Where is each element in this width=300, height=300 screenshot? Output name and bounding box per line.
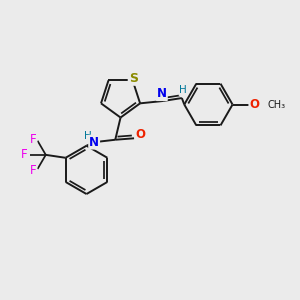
Text: S: S <box>129 72 138 85</box>
Text: H: H <box>84 130 92 141</box>
Text: CH₃: CH₃ <box>267 100 285 110</box>
Text: N: N <box>157 87 167 100</box>
Text: F: F <box>30 133 36 146</box>
Text: O: O <box>249 98 260 111</box>
Text: N: N <box>89 136 99 148</box>
Text: F: F <box>30 164 36 177</box>
Text: O: O <box>136 128 146 141</box>
Text: H: H <box>179 85 187 95</box>
Text: F: F <box>21 148 28 161</box>
